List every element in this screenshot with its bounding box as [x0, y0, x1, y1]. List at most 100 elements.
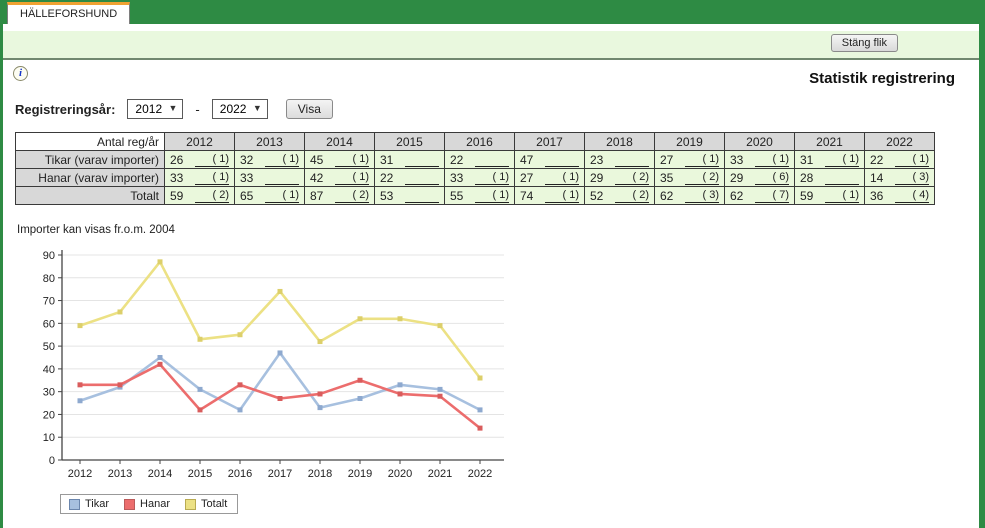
marker-tikar: [277, 350, 283, 356]
reg-count: 36: [870, 188, 884, 203]
reg-count: 29: [590, 170, 604, 185]
y-tick-label: 50: [43, 341, 55, 353]
tab-label: HÄLLEFORSHUND: [20, 8, 118, 20]
import-count: ( 1): [335, 171, 369, 185]
value-cell: 22 ( 1): [864, 150, 935, 169]
marker-hanar: [437, 393, 443, 399]
marker-totalt: [237, 332, 243, 338]
import-count: ( 1): [895, 153, 929, 167]
value-cell: 59 ( 1): [794, 186, 865, 205]
reg-count: 33: [240, 170, 254, 185]
reg-count: 26: [170, 152, 184, 167]
marker-totalt: [197, 336, 203, 342]
import-count: ( 1): [475, 189, 509, 203]
value-cell: 23: [584, 150, 655, 169]
close-tab-button[interactable]: Stäng flik: [830, 34, 898, 52]
import-count: [615, 153, 649, 167]
reg-count: 55: [450, 188, 464, 203]
import-count: ( 1): [685, 153, 719, 167]
to-year-select[interactable]: 2022: [212, 100, 267, 118]
import-count: [405, 153, 439, 167]
import-count: [405, 171, 439, 185]
value-cell: 27 ( 1): [654, 150, 725, 169]
info-icon[interactable]: i: [13, 66, 28, 81]
legend-label: Tikar: [85, 498, 110, 510]
import-count: ( 1): [825, 189, 859, 203]
marker-hanar: [317, 391, 323, 397]
y-tick-label: 30: [43, 387, 55, 399]
year-header: 2017: [514, 132, 585, 151]
legend-item-tikar: Tikar: [69, 498, 109, 510]
marker-tikar: [357, 396, 363, 401]
import-count: ( 1): [755, 153, 789, 167]
x-tick-label: 2020: [388, 468, 412, 480]
value-cell: 65 ( 1): [234, 186, 305, 205]
legend-label: Totalt: [201, 498, 228, 510]
marker-hanar: [397, 391, 403, 397]
import-count: ( 1): [335, 153, 369, 167]
year-header: 2021: [794, 132, 865, 151]
value-cell: 31: [374, 150, 445, 169]
value-cell: 28: [794, 168, 865, 187]
year-header: 2014: [304, 132, 375, 151]
reg-count: 29: [730, 170, 744, 185]
value-cell: 74 ( 1): [514, 186, 585, 205]
marker-totalt: [77, 323, 83, 329]
table-row: Tikar (varav importer) 26 ( 1) 32 ( 1) 45 ( 1)…: [15, 150, 935, 169]
y-tick-label: 80: [43, 273, 55, 285]
import-count: ( 6): [755, 171, 789, 185]
value-cell: 33 ( 1): [724, 150, 795, 169]
import-count: ( 1): [195, 171, 229, 185]
value-cell: 22: [444, 150, 515, 169]
marker-tikar: [157, 355, 163, 360]
import-count: ( 3): [685, 189, 719, 203]
page-head: i Statistik registrering: [3, 60, 979, 96]
reg-count: 31: [800, 152, 814, 167]
import-count: [475, 153, 509, 167]
marker-hanar: [237, 382, 243, 388]
reg-count: 45: [310, 152, 324, 167]
import-count: ( 2): [195, 189, 229, 203]
reg-count: 33: [730, 152, 744, 167]
import-count: ( 1): [265, 189, 299, 203]
reg-count: 27: [520, 170, 534, 185]
value-cell: 47: [514, 150, 585, 169]
y-tick-label: 70: [43, 296, 55, 308]
value-cell: 52 ( 2): [584, 186, 655, 205]
reg-count: 74: [520, 188, 534, 203]
value-cell: 29 ( 6): [724, 168, 795, 187]
marker-hanar: [77, 382, 83, 388]
import-count: ( 1): [195, 153, 229, 167]
show-button[interactable]: Visa: [285, 99, 333, 119]
year-header: 2015: [374, 132, 445, 151]
chart-legend: Tikar Hanar Totalt: [60, 494, 239, 514]
value-cell: 29 ( 2): [584, 168, 655, 187]
value-cell: 35 ( 2): [654, 168, 725, 187]
from-year-select[interactable]: 2012: [128, 100, 183, 118]
y-tick-label: 90: [43, 250, 55, 262]
from-year-select-wrap: 2012 ▼: [127, 99, 184, 119]
legend-swatch-icon: [185, 498, 197, 510]
import-note: Importer kan visas fr.o.m. 2004: [17, 224, 175, 236]
value-cell: 26 ( 1): [164, 150, 235, 169]
import-count: ( 4): [895, 189, 929, 203]
reg-count: 47: [520, 152, 534, 167]
year-header: 2012: [164, 132, 235, 151]
marker-tikar: [197, 386, 203, 392]
x-tick-label: 2018: [308, 468, 332, 480]
marker-totalt: [317, 339, 323, 345]
x-tick-label: 2019: [348, 468, 372, 480]
marker-totalt: [117, 309, 123, 315]
y-tick-label: 40: [43, 364, 55, 376]
tab-halleforshund[interactable]: HÄLLEFORSHUND: [7, 2, 131, 24]
reg-count: 53: [380, 188, 394, 203]
reg-count: 27: [660, 152, 674, 167]
import-count: ( 1): [545, 189, 579, 203]
table-row: Hanar (varav importer) 33( 1) 33 42( 1) 22 …: [15, 168, 935, 187]
to-year-select-wrap: 2022 ▼: [211, 99, 268, 119]
reg-count: 28: [800, 170, 814, 185]
marker-totalt: [437, 323, 443, 329]
line-tikar: [79, 351, 481, 412]
import-count: ( 1): [475, 171, 509, 185]
import-count: ( 2): [685, 171, 719, 185]
